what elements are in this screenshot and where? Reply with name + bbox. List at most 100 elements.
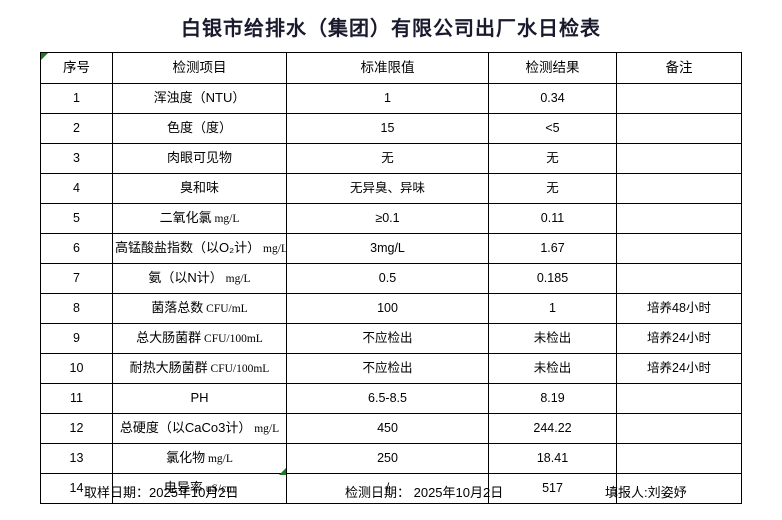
cell-limit: ≥0.1 xyxy=(286,203,489,234)
cell-limit: 3mg/L xyxy=(286,233,489,264)
cell-remark xyxy=(616,263,742,294)
cell-index: 2 xyxy=(40,113,113,144)
table-row: 6 高锰酸盐指数（以O₂计） mg/L 3mg/L 1.67 xyxy=(40,233,742,264)
reporter-label: 填报人:刘姿妤 xyxy=(605,485,687,500)
column-header-index: 序号 xyxy=(40,52,113,84)
cell-limit: 无 xyxy=(286,143,489,174)
cell-limit: 100 xyxy=(286,293,489,324)
column-header-item: 检测项目 xyxy=(112,52,287,84)
cell-result: 18.41 xyxy=(488,443,617,474)
cell-item: 耐热大肠菌群 CFU/100mL xyxy=(112,353,287,384)
cell-index: 1 xyxy=(40,83,113,114)
cell-item: 色度（度） xyxy=(112,113,287,144)
cell-index: 10 xyxy=(40,353,113,384)
cell-remark xyxy=(616,383,742,414)
cell-item: 臭和味 xyxy=(112,173,287,204)
cell-limit: 250 xyxy=(286,443,489,474)
cell-limit: 450 xyxy=(286,413,489,444)
cell-index: 8 xyxy=(40,293,113,324)
table-row: 4 臭和味 无异臭、异味无 xyxy=(40,173,742,204)
cell-result: 无 xyxy=(488,143,617,174)
table-row: 2 色度（度） 15 <5 xyxy=(40,113,742,144)
table-row: 8 菌落总数 CFU/mL 100 1 培养48小时 xyxy=(40,293,742,324)
cell-remark: 培养48小时 xyxy=(616,293,742,324)
cell-item: 浑浊度（NTU） xyxy=(112,83,287,114)
cell-index: 11 xyxy=(40,383,113,414)
column-header-result: 检测结果 xyxy=(488,52,617,84)
cell-item: PH xyxy=(112,383,287,414)
cell-item-name: 臭和味 xyxy=(179,180,219,196)
cell-index: 14 xyxy=(40,473,113,504)
table-row: 14 电导率 uS/cm /517 xyxy=(40,473,742,504)
cell-remark xyxy=(616,473,742,504)
table-row: 1 浑浊度（NTU） 1 0.34 xyxy=(40,83,742,114)
cell-index: 9 xyxy=(40,323,113,354)
cell-item: 菌落总数 CFU/mL xyxy=(112,293,287,324)
cell-index: 4 xyxy=(40,173,113,204)
table-row: 10 耐热大肠菌群 CFU/100mL 不应检出 未检出 培养24小时 xyxy=(40,353,742,384)
cell-remark xyxy=(616,143,742,174)
cell-result: 0.11 xyxy=(488,203,617,234)
cell-item-unit: mg/L xyxy=(211,213,240,226)
cell-item: 总大肠菌群 CFU/100mL xyxy=(112,323,287,354)
cell-limit: 15 xyxy=(286,113,489,144)
cell-limit: 不应检出 xyxy=(286,323,489,354)
cell-result: 1.67 xyxy=(488,233,617,264)
cell-result: 0.185 xyxy=(488,263,617,294)
cell-item: 氨（以N计） mg/L xyxy=(112,263,287,294)
footer: 取样日期：2025年10月2日 检测日期： 2025年10月2日 填报人:刘姿妤 xyxy=(40,482,741,506)
cell-item-unit: CFU/100mL xyxy=(201,333,263,346)
title-bar: 白银市给排水（集团）有限公司出厂水日检表 xyxy=(0,0,782,41)
water-quality-report-table: 序号 检测项目 标准限值 检测结果 备注 1 浑浊度（NTU） 1 0.34 2 色度（度… xyxy=(40,52,742,504)
cell-result: 1 xyxy=(488,293,617,324)
cell-index: 12 xyxy=(40,413,113,444)
cell-remark xyxy=(616,173,742,204)
cell-item-unit: mg/L xyxy=(222,273,251,286)
cell-limit: 不应检出 xyxy=(286,353,489,384)
testing-date-label: 检测日期： 2025年10月2日 xyxy=(345,485,504,500)
cell-item-unit: mg/L xyxy=(260,243,287,256)
cell-index: 13 xyxy=(40,443,113,474)
table-row: 5 二氧化氯 mg/L ≥0.1 0.11 xyxy=(40,203,742,234)
cell-item-unit: uS/cm xyxy=(202,483,236,496)
cell-item-unit: mg/L xyxy=(205,453,233,466)
cell-result: 未检出 xyxy=(488,353,617,384)
cell-item-name: 电导率 xyxy=(163,480,203,496)
cell-index: 6 xyxy=(40,233,113,264)
cell-error-marker-icon xyxy=(279,468,286,475)
cell-result: 517 xyxy=(488,473,617,504)
table-header-row: 序号 检测项目 标准限值 检测结果 备注 xyxy=(40,52,742,84)
cell-limit: / xyxy=(286,473,489,504)
table-body: 1 浑浊度（NTU） 1 0.34 2 色度（度） 15 <5 3 肉眼可见物无无 4 臭和味 无异臭、… xyxy=(40,83,742,504)
column-header-remark: 备注 xyxy=(616,52,742,84)
cell-item: 总硬度（以CaCo3计） mg/L xyxy=(112,413,287,444)
cell-result: 无 xyxy=(488,173,617,204)
report-table-container: 序号 检测项目 标准限值 检测结果 备注 1 浑浊度（NTU） 1 0.34 2 色度（度… xyxy=(40,52,742,504)
cell-remark xyxy=(616,233,742,264)
cell-limit: 无异臭、异味 xyxy=(286,173,489,204)
cell-remark xyxy=(616,443,742,474)
cell-item-name: 氯化物 xyxy=(166,450,206,466)
table-header: 序号 检测项目 标准限值 检测结果 备注 xyxy=(40,52,742,84)
cell-item-unit: CFU/100mL xyxy=(207,363,270,376)
cell-item-unit: CFU/mL xyxy=(203,303,248,316)
cell-index: 5 xyxy=(40,203,113,234)
cell-result: 244.22 xyxy=(488,413,617,444)
cell-item-unit: mg/L xyxy=(251,423,280,436)
cell-item-name: 色度（度） xyxy=(166,120,232,136)
table-row: 3 肉眼可见物 无无 xyxy=(40,143,742,174)
cell-item: 肉眼可见物 xyxy=(112,143,287,174)
cell-result: 未检出 xyxy=(488,323,617,354)
cell-result: 0.34 xyxy=(488,83,617,114)
table-row: 7 氨（以N计） mg/L 0.5 0.185 xyxy=(40,263,742,294)
cell-index: 7 xyxy=(40,263,113,294)
table-row: 11 PH 6.5-8.5 8.19 xyxy=(40,383,742,414)
cell-item-name: PH xyxy=(190,390,209,406)
sampling-date-label: 取样日期：2025年10月2日 xyxy=(84,485,239,500)
cell-item-name: 高锰酸盐指数（以O₂计） xyxy=(115,240,261,256)
cell-remark xyxy=(616,113,742,144)
cell-remark xyxy=(616,413,742,444)
cell-result: 8.19 xyxy=(488,383,617,414)
cell-item-name: 耐热大肠菌群 xyxy=(129,360,208,376)
cell-limit: 6.5-8.5 xyxy=(286,383,489,414)
